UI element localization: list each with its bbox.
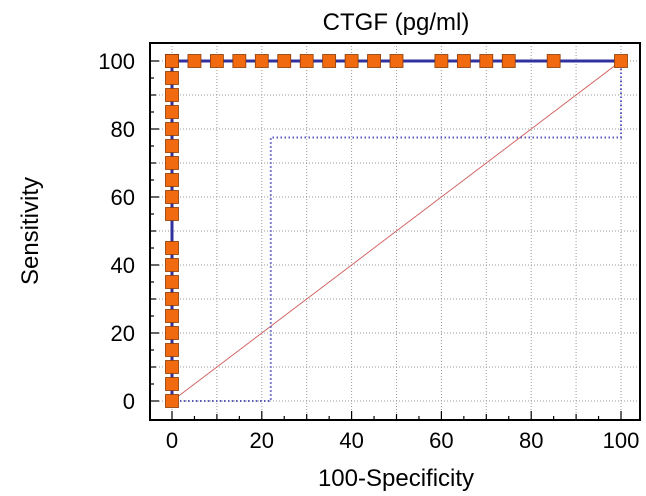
- x-tick-label: 0: [166, 428, 178, 453]
- axis-ticks: [150, 60, 622, 420]
- x-tick-label: 100: [603, 428, 640, 453]
- roc-point-marker: [165, 309, 179, 323]
- roc-point-marker: [165, 88, 179, 102]
- y-tick-label: 60: [111, 185, 135, 210]
- roc-point-marker: [367, 54, 381, 68]
- roc-point-marker: [546, 54, 561, 68]
- y-tick-label: 100: [98, 49, 135, 74]
- roc-point-marker: [614, 54, 628, 68]
- roc-point-marker: [165, 71, 179, 85]
- roc-point-marker: [165, 173, 179, 187]
- roc-point-marker: [165, 122, 179, 136]
- roc-point-marker: [299, 54, 314, 68]
- roc-point-marker: [501, 54, 516, 68]
- roc-point-marker: [389, 54, 404, 68]
- plot-frame: [149, 42, 641, 421]
- y-tick-labels: 0 20 40 60 80 100: [98, 49, 135, 414]
- roc-point-marker: [479, 54, 494, 68]
- roc-point-marker: [209, 54, 224, 68]
- series-layer: [165, 54, 628, 408]
- roc-point-marker: [165, 139, 179, 153]
- roc-point-marker: [434, 54, 449, 68]
- roc-point-marker: [165, 156, 179, 170]
- roc-point-marker: [187, 54, 202, 68]
- x-tick-label: 80: [519, 428, 543, 453]
- roc-point-marker: [165, 343, 179, 357]
- roc-point-marker: [456, 54, 471, 68]
- roc-point-marker: [165, 275, 179, 289]
- roc-point-marker: [165, 190, 179, 204]
- roc-point-marker: [277, 54, 292, 68]
- roc-point-marker: [165, 207, 179, 221]
- roc-point-marker: [165, 326, 179, 340]
- x-axis-label: 100-Specificity: [318, 465, 474, 492]
- roc-point-marker: [232, 54, 247, 68]
- reference-diagonal: [171, 60, 622, 402]
- y-tick-label: 80: [111, 117, 135, 142]
- roc-point-marker: [322, 54, 337, 68]
- roc-point-marker: [165, 241, 179, 255]
- grid-lines: [150, 43, 640, 420]
- y-tick-label: 40: [111, 253, 135, 278]
- roc-point-marker: [165, 105, 179, 119]
- y-axis-label: Sensitivity: [17, 177, 44, 285]
- roc-point-marker: [165, 292, 179, 306]
- x-tick-label: 40: [339, 428, 363, 453]
- x-tick-label: 20: [250, 428, 274, 453]
- roc-point-marker: [165, 360, 179, 374]
- roc-point-marker: [165, 54, 179, 68]
- roc-point-marker: [165, 258, 179, 272]
- x-tick-label: 60: [429, 428, 453, 453]
- chart-title: CTGF (pg/ml): [323, 9, 470, 36]
- roc-point-marker: [254, 54, 269, 68]
- roc-point-marker: [344, 54, 359, 68]
- roc-point-marker: [165, 394, 179, 408]
- roc-point-marker: [165, 377, 179, 391]
- x-tick-labels: 0 20 40 60 80 100: [166, 428, 639, 453]
- y-tick-label: 0: [123, 389, 135, 414]
- diagonal-line: [171, 60, 622, 402]
- y-tick-label: 20: [111, 321, 135, 346]
